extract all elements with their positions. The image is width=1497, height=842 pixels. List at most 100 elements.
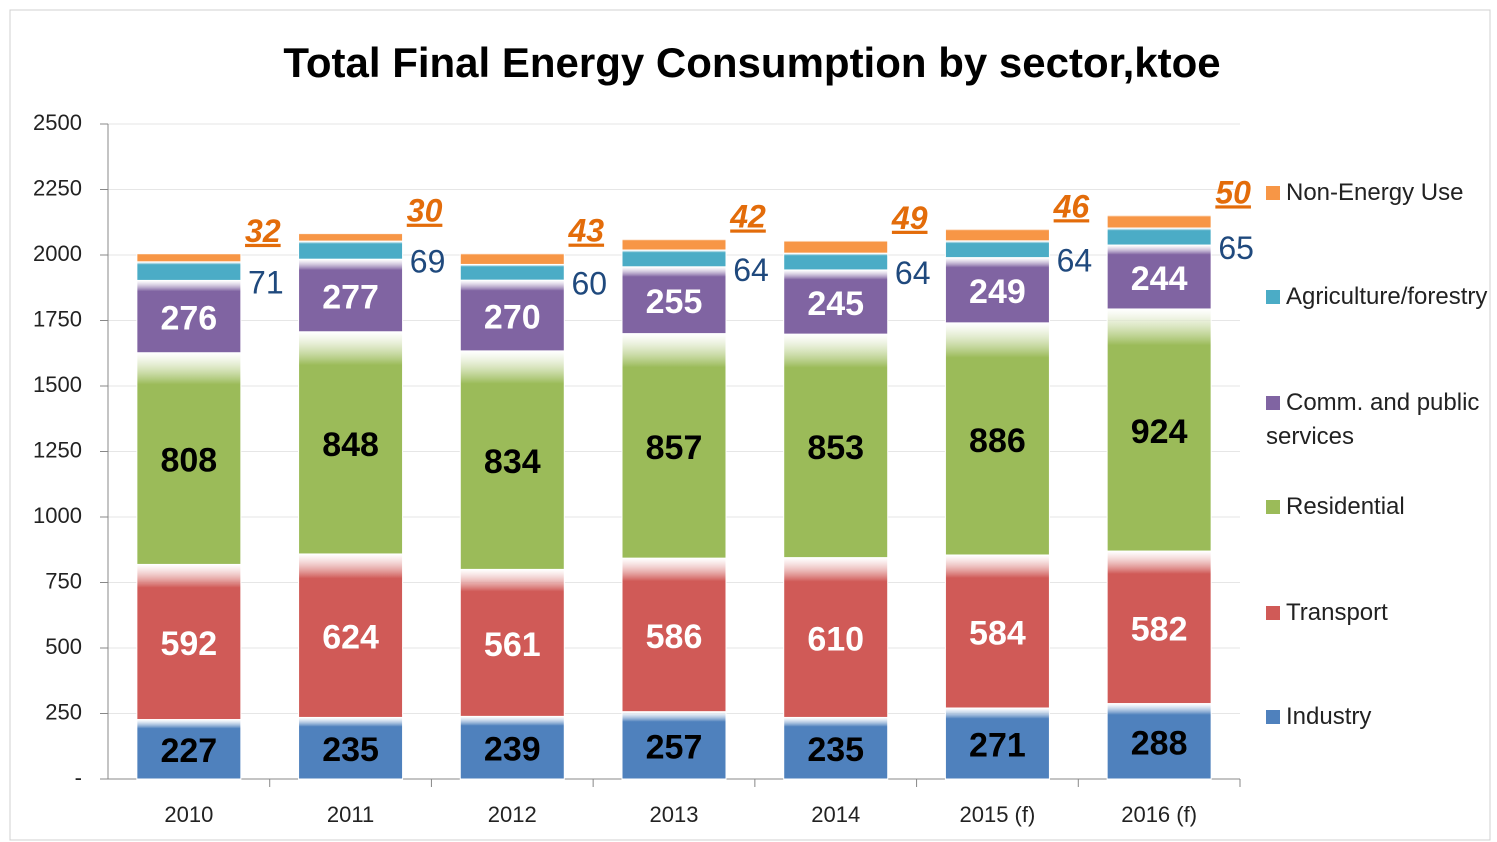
bar-segment <box>298 716 404 780</box>
data-label: 235 <box>807 731 864 769</box>
x-tick-label: 2014 <box>811 802 860 827</box>
bar-segment <box>136 279 242 354</box>
data-label: 586 <box>646 618 703 656</box>
bar-segment <box>621 711 727 780</box>
x-tick-label: 2015 (f) <box>960 802 1036 827</box>
data-label: 924 <box>1131 413 1188 451</box>
bar-segment <box>298 232 404 242</box>
bar-segment <box>1106 703 1212 780</box>
x-tick-label: 2012 <box>488 802 537 827</box>
data-label: 249 <box>969 273 1026 311</box>
bar-segment <box>783 252 889 271</box>
bar-segment <box>783 333 889 559</box>
data-label: 71 <box>248 265 284 301</box>
data-label: 46 <box>1053 188 1090 224</box>
bar-segment <box>459 279 565 352</box>
y-tick-label: 1500 <box>33 372 82 397</box>
data-label: 582 <box>1131 610 1188 648</box>
bar-segment <box>298 240 404 260</box>
x-tick-label: 2016 (f) <box>1121 802 1197 827</box>
data-label: 610 <box>807 621 864 659</box>
bar-segment <box>459 715 565 780</box>
data-label: 64 <box>1057 243 1093 279</box>
y-tick-label: 500 <box>45 634 82 659</box>
data-label: 853 <box>807 429 864 467</box>
bar-segment <box>136 261 242 281</box>
data-label: 60 <box>571 266 607 302</box>
data-label: 235 <box>322 731 379 769</box>
legend-label: Non-Energy Use <box>1286 179 1464 206</box>
legend-label: Comm. and public services <box>1266 389 1480 450</box>
bar-segment <box>944 707 1050 780</box>
data-label: 288 <box>1131 724 1188 762</box>
legend-swatch <box>1266 710 1280 724</box>
y-tick-label: 1000 <box>33 503 82 528</box>
data-label: 69 <box>410 244 446 280</box>
data-label: 848 <box>322 426 379 464</box>
bar-segment <box>944 228 1050 242</box>
data-label: 227 <box>160 732 217 770</box>
bar-segment <box>1106 214 1212 229</box>
legend-item: Residential <box>1266 490 1492 524</box>
y-tick-label: 2250 <box>33 175 82 200</box>
bar-segment <box>944 322 1050 556</box>
bar-segment <box>944 240 1050 259</box>
data-label: 277 <box>322 278 379 316</box>
data-label: 276 <box>160 300 217 338</box>
legend-item: Industry <box>1266 700 1492 734</box>
y-tick-label: 750 <box>45 568 82 593</box>
bar-segment <box>1106 308 1212 552</box>
data-label: 808 <box>160 442 217 480</box>
legend-label: Transport <box>1286 599 1388 626</box>
data-label: 42 <box>729 198 766 234</box>
legend-swatch <box>1266 290 1280 304</box>
bar-segment <box>621 557 727 713</box>
y-tick-label: 1250 <box>33 437 82 462</box>
x-tick-label: 2010 <box>164 802 213 827</box>
bar-segment <box>783 269 889 335</box>
bar-segment <box>136 719 242 780</box>
bar-segment <box>621 238 727 251</box>
frame <box>9 9 1491 841</box>
bar-segment <box>1106 550 1212 705</box>
data-label: 270 <box>484 299 541 337</box>
legend-label: Industry <box>1286 703 1372 730</box>
data-label: 65 <box>1218 230 1254 266</box>
data-label: 834 <box>484 443 541 481</box>
data-label: 64 <box>733 252 769 288</box>
bar-segment <box>136 252 242 263</box>
legend-item: Agriculture/forestry <box>1266 280 1492 314</box>
data-label: 49 <box>891 200 928 236</box>
legend-item: Transport <box>1266 596 1492 630</box>
bar-segment <box>1106 244 1212 310</box>
data-label: 64 <box>895 255 931 291</box>
data-label: 43 <box>567 213 604 249</box>
data-label: 271 <box>969 726 1026 764</box>
y-tick-label: 250 <box>45 699 82 724</box>
legend-item: Comm. and public services <box>1266 386 1492 454</box>
data-label: 239 <box>484 731 541 769</box>
data-label: 886 <box>969 422 1026 460</box>
bar-segment <box>298 553 404 718</box>
legend-item: Non-Energy Use <box>1266 176 1492 210</box>
bar-segment <box>459 568 565 717</box>
legend-swatch <box>1266 186 1280 200</box>
data-label: 32 <box>245 213 281 249</box>
y-tick-label: 2500 <box>33 110 82 135</box>
bar-segment <box>136 563 242 721</box>
bar-segment <box>298 331 404 555</box>
bar-segment <box>783 239 889 254</box>
data-label: 257 <box>646 728 703 766</box>
bar-segment <box>459 263 565 281</box>
data-label: 624 <box>322 619 379 657</box>
data-label: 857 <box>646 429 703 467</box>
bar-segment <box>621 249 727 268</box>
data-label: 30 <box>407 193 443 229</box>
bar-segment <box>783 716 889 780</box>
bar-segment <box>459 252 565 265</box>
y-tick-label: - <box>75 765 82 790</box>
data-label: 584 <box>969 614 1026 652</box>
y-tick-label: 1750 <box>33 306 82 331</box>
legend-swatch <box>1266 396 1280 410</box>
